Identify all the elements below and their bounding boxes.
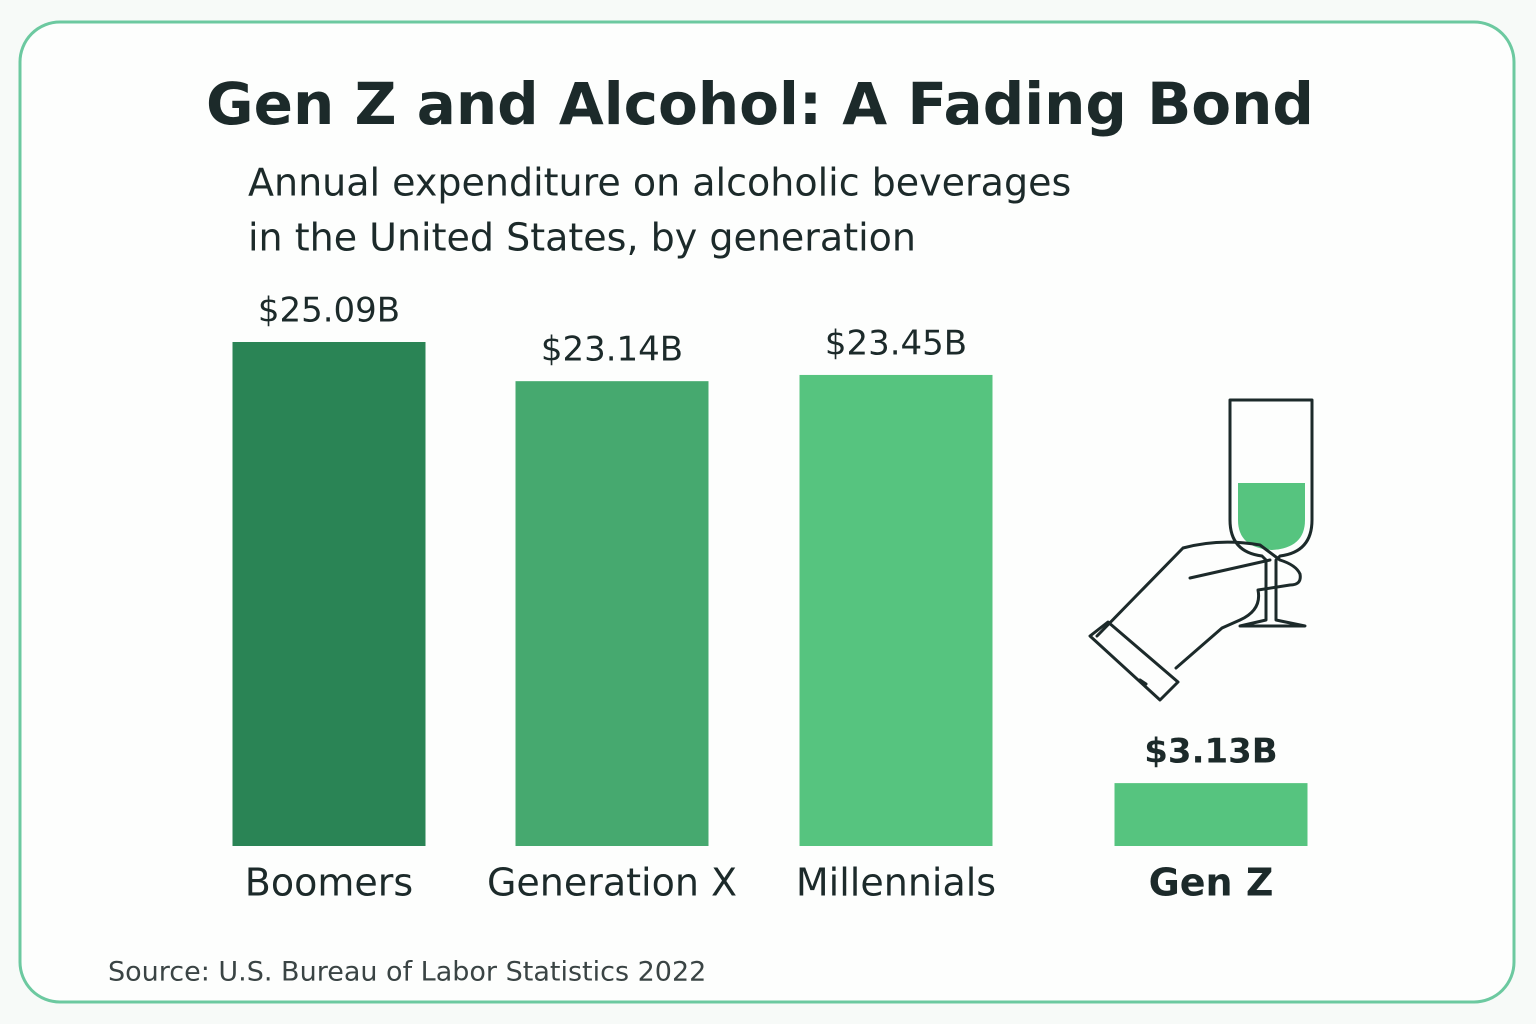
bar — [1114, 783, 1308, 846]
value-label: $3.13B — [1144, 732, 1277, 772]
bar — [232, 342, 426, 846]
value-label: $23.45B — [825, 323, 967, 363]
glass-icon — [1088, 398, 1314, 702]
chart-subtitle: in the United States, by generation — [248, 216, 916, 260]
chart-title: Gen Z and Alcohol: A Fading Bond — [206, 70, 1314, 138]
bar — [515, 381, 709, 846]
x-tick-label: Gen Z — [1149, 861, 1274, 905]
source-note: Source: U.S. Bureau of Labor Statistics … — [108, 957, 706, 988]
x-tick-label: Generation X — [487, 861, 737, 905]
value-label: $25.09B — [258, 291, 400, 331]
chart-subtitle: Annual expenditure on alcoholic beverage… — [248, 161, 1071, 205]
x-tick-label: Boomers — [245, 861, 413, 905]
value-label: $23.14B — [541, 330, 683, 370]
bar — [799, 374, 993, 846]
x-tick-label: Millennials — [796, 861, 996, 905]
